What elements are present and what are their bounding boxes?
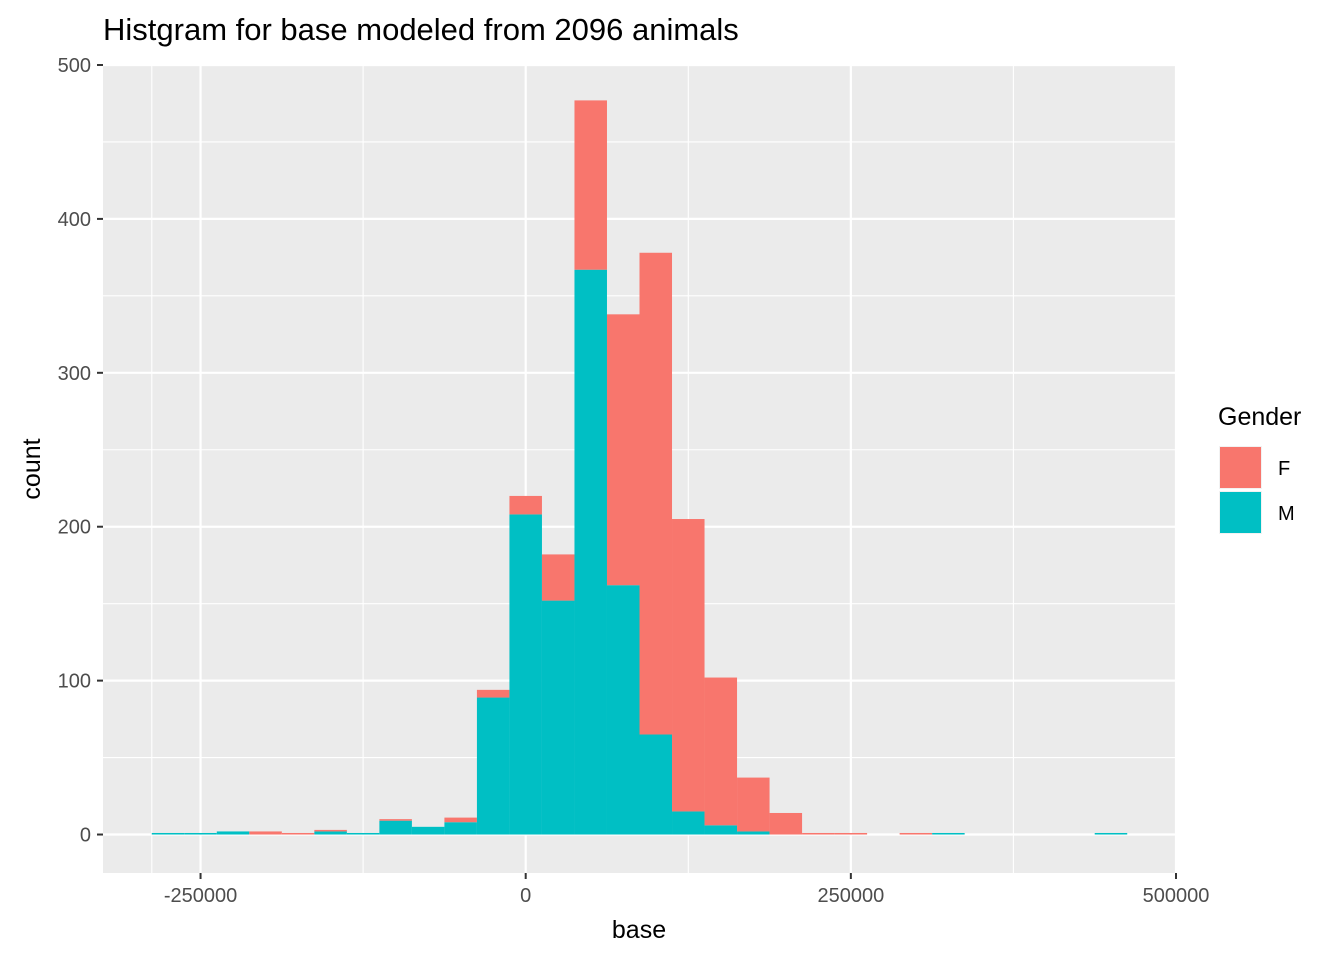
bar-segment-F (834, 832, 868, 835)
histogram-bars (151, 100, 1128, 835)
bar-segment-M (737, 831, 770, 835)
bar-segment-M (509, 514, 542, 835)
bar-segment-F (541, 554, 575, 601)
bar-segment-M (314, 831, 347, 835)
bar-segment-M (379, 820, 412, 835)
bar-segment-M (444, 822, 477, 835)
bar-segment-M (606, 585, 640, 835)
legend: Gender F M (1218, 403, 1301, 534)
x-axis: -250000 0 250000 500000 (164, 873, 1210, 907)
bar-segment-F (444, 817, 477, 823)
bar-segment-M (574, 269, 607, 835)
legend-key-F (1220, 447, 1261, 488)
bar-segment-M (1094, 832, 1128, 835)
x-tick-label: 500000 (1143, 885, 1210, 907)
bar-segment-M (704, 825, 738, 835)
bar-segment-M (216, 831, 250, 835)
bar-segment-F (704, 677, 738, 826)
bar-segment-F (476, 689, 510, 698)
y-axis-title: count (18, 438, 46, 499)
x-tick-label: 250000 (817, 885, 884, 907)
bar-segment-F (899, 832, 933, 835)
chart-title: Histgram for base modeled from 2096 anim… (103, 12, 739, 47)
y-tick-label: 0 (80, 825, 91, 847)
bar-segment-M (476, 697, 510, 835)
bar-segment-M (672, 811, 705, 835)
y-tick-label: 400 (58, 209, 91, 231)
bar-segment-F (379, 819, 412, 821)
bar-segment-M (184, 832, 217, 835)
legend-key-M (1220, 492, 1261, 533)
bar-segment-M (346, 832, 380, 835)
bar-segment-F (314, 829, 347, 832)
bar-segment-M (932, 832, 965, 835)
bar-segment-F (249, 831, 282, 835)
bar-segment-F (606, 314, 640, 586)
bar-segment-M (541, 600, 575, 835)
x-axis-title: base (612, 916, 666, 944)
bar-segment-M (411, 826, 445, 835)
bar-segment-F (509, 495, 542, 515)
y-tick-label: 500 (58, 55, 91, 77)
y-axis: 0 100 200 300 400 500 (58, 55, 103, 847)
bar-segment-F (574, 100, 607, 270)
bar-segment-F (281, 832, 315, 835)
legend-label-F: F (1278, 458, 1290, 480)
legend-title: Gender (1218, 403, 1301, 431)
bar-segment-M (639, 734, 673, 835)
y-tick-label: 100 (58, 671, 91, 693)
bar-segment-F (737, 777, 770, 832)
x-tick-label: -250000 (164, 885, 237, 907)
bar-segment-M (151, 832, 185, 835)
y-tick-label: 200 (58, 517, 91, 539)
x-tick-label: 0 (520, 885, 531, 907)
y-tick-label: 300 (58, 363, 91, 385)
legend-label-M: M (1278, 503, 1295, 525)
bar-segment-F (672, 519, 705, 812)
bar-segment-F (802, 832, 835, 835)
bar-segment-F (639, 252, 673, 735)
bar-segment-F (769, 812, 803, 835)
